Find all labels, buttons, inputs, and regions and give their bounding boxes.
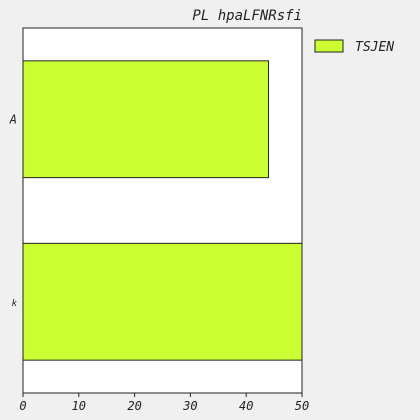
category-label-k: k	[12, 299, 18, 309]
plot-frame	[22, 27, 303, 394]
x-tick-label: 20	[127, 399, 141, 413]
legend-swatch	[314, 39, 344, 53]
chart-title: PL hpaLFNRsfi	[192, 8, 302, 24]
bar-A	[22, 60, 270, 179]
legend: TSJEN	[314, 39, 394, 55]
legend-label: TSJEN	[355, 40, 394, 55]
x-tick-label: 50	[295, 399, 309, 413]
x-axis-ticks: 0 10 20 30 40 50	[19, 393, 309, 413]
x-tick-label: 40	[239, 399, 253, 413]
x-tick-label: 10	[72, 399, 86, 413]
y-axis-categories: Ak	[9, 112, 18, 309]
bar-k	[22, 242, 303, 361]
x-tick-label: 0	[19, 399, 26, 413]
bars-layer	[22, 60, 303, 361]
x-tick-label: 30	[182, 399, 197, 413]
category-label-A: A	[9, 112, 17, 126]
